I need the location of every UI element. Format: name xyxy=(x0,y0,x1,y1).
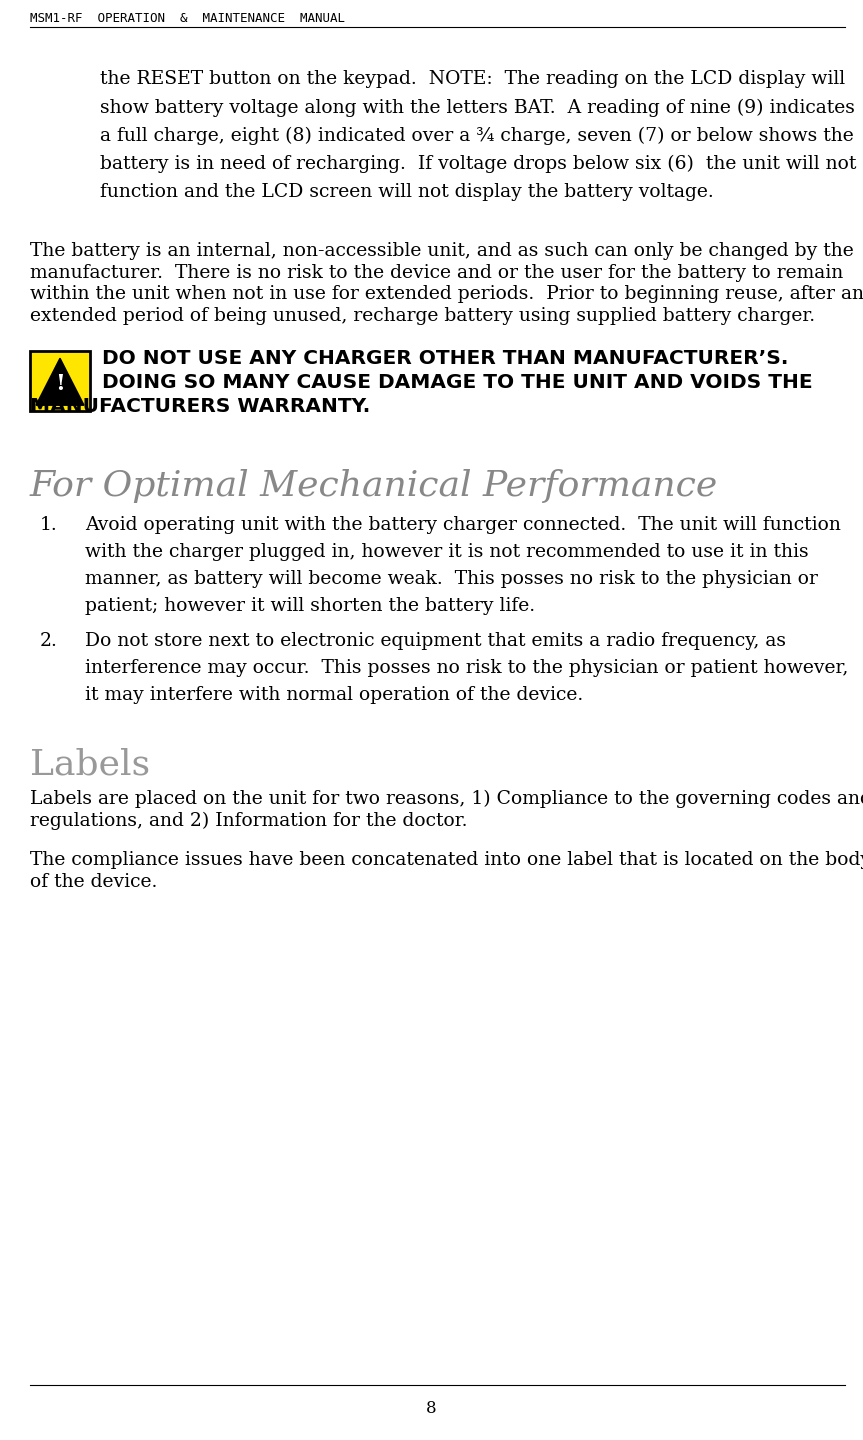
Text: MANUFACTURERS WARRANTY.: MANUFACTURERS WARRANTY. xyxy=(30,397,370,416)
Text: DO NOT USE ANY CHARGER OTHER THAN MANUFACTURER’S.: DO NOT USE ANY CHARGER OTHER THAN MANUFA… xyxy=(102,350,789,369)
Text: 1.: 1. xyxy=(40,516,58,534)
Text: The compliance issues have been concatenated into one label that is located on t: The compliance issues have been concaten… xyxy=(30,851,863,870)
FancyBboxPatch shape xyxy=(30,351,90,412)
Text: the RESET button on the keypad.  NOTE:  The reading on the LCD display will: the RESET button on the keypad. NOTE: Th… xyxy=(100,71,845,88)
Text: show battery voltage along with the letters BAT.  A reading of nine (9) indicate: show battery voltage along with the lett… xyxy=(100,98,855,117)
Text: DOING SO MANY CAUSE DAMAGE TO THE UNIT AND VOIDS THE: DOING SO MANY CAUSE DAMAGE TO THE UNIT A… xyxy=(102,373,813,392)
Text: manner, as battery will become weak.  This posses no risk to the physician or: manner, as battery will become weak. Thi… xyxy=(85,570,818,588)
Text: with the charger plugged in, however it is not recommended to use it in this: with the charger plugged in, however it … xyxy=(85,543,809,560)
Text: within the unit when not in use for extended periods.  Prior to beginning reuse,: within the unit when not in use for exte… xyxy=(30,285,863,304)
Text: MSM1-RF  OPERATION  &  MAINTENANCE  MANUAL: MSM1-RF OPERATION & MAINTENANCE MANUAL xyxy=(30,12,345,24)
Text: of the device.: of the device. xyxy=(30,873,157,891)
Text: interference may occur.  This posses no risk to the physician or patient however: interference may occur. This posses no r… xyxy=(85,660,848,677)
Text: Do not store next to electronic equipment that emits a radio frequency, as: Do not store next to electronic equipmen… xyxy=(85,632,786,649)
Text: a full charge, eight (8) indicated over a ¾ charge, seven (7) or below shows the: a full charge, eight (8) indicated over … xyxy=(100,127,854,145)
Text: battery is in need of recharging.  If voltage drops below six (6)  the unit will: battery is in need of recharging. If vol… xyxy=(100,156,856,173)
Text: extended period of being unused, recharge battery using supplied battery charger: extended period of being unused, recharg… xyxy=(30,307,816,325)
Text: 2.: 2. xyxy=(40,632,58,649)
Text: it may interfere with normal operation of the device.: it may interfere with normal operation o… xyxy=(85,685,583,704)
Text: manufacturer.  There is no risk to the device and or the user for the battery to: manufacturer. There is no risk to the de… xyxy=(30,264,843,282)
Text: Labels are placed on the unit for two reasons, 1) Compliance to the governing co: Labels are placed on the unit for two re… xyxy=(30,789,863,808)
Text: Labels: Labels xyxy=(30,747,150,782)
Text: regulations, and 2) Information for the doctor.: regulations, and 2) Information for the … xyxy=(30,811,468,829)
Polygon shape xyxy=(36,359,84,405)
Text: !: ! xyxy=(55,373,65,395)
Text: The battery is an internal, non-accessible unit, and as such can only be changed: The battery is an internal, non-accessib… xyxy=(30,242,854,259)
Text: function and the LCD screen will not display the battery voltage.: function and the LCD screen will not dis… xyxy=(100,183,714,202)
Text: For Optimal Mechanical Performance: For Optimal Mechanical Performance xyxy=(30,469,718,503)
Text: patient; however it will shorten the battery life.: patient; however it will shorten the bat… xyxy=(85,596,535,615)
Text: 8: 8 xyxy=(425,1400,437,1417)
Text: Avoid operating unit with the battery charger connected.  The unit will function: Avoid operating unit with the battery ch… xyxy=(85,516,841,534)
